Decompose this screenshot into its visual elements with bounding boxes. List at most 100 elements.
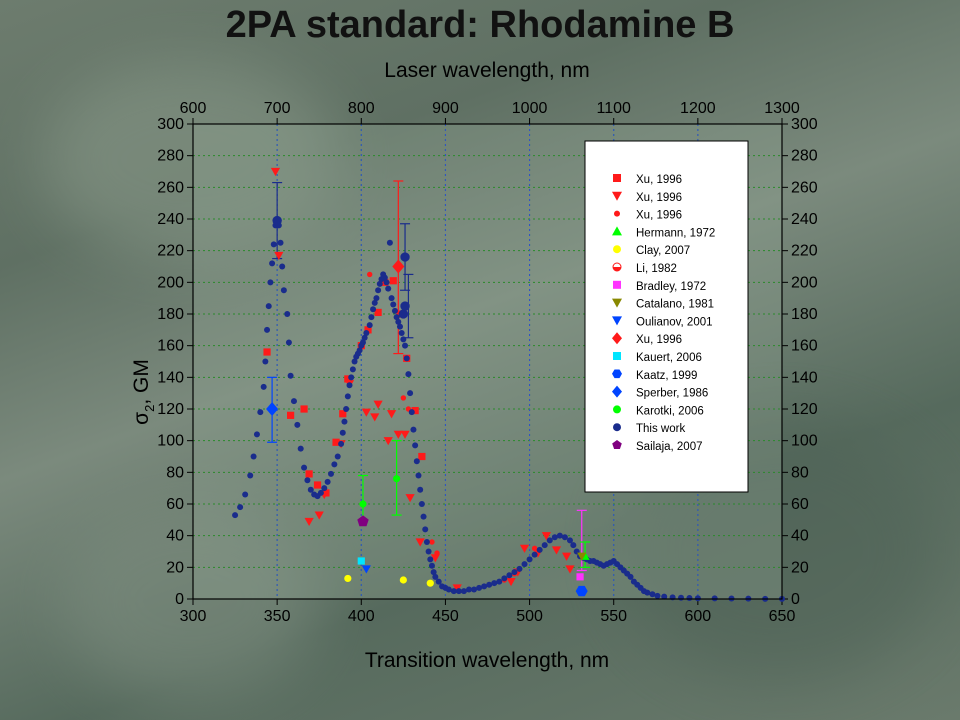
y-tick-label-right: 0 — [791, 591, 800, 608]
legend-marker — [612, 332, 622, 345]
data-point — [304, 517, 314, 527]
y-tick-label-right: 40 — [791, 528, 809, 545]
data-point — [386, 239, 393, 246]
y-tick-label-right: 160 — [791, 338, 818, 355]
data-point — [332, 438, 340, 446]
data-point — [398, 330, 405, 336]
data-point — [694, 595, 701, 602]
data-point — [344, 574, 352, 583]
data-point — [327, 470, 334, 477]
data-point — [344, 393, 351, 400]
legend-label: Xu, 1996 — [636, 174, 682, 186]
y-tick-label-right: 180 — [791, 306, 818, 323]
data-point — [260, 383, 267, 390]
data-point — [420, 513, 427, 520]
x-tick-label: 350 — [264, 608, 291, 625]
data-point — [376, 280, 383, 287]
data-point — [366, 322, 373, 329]
legend-label: Karotki, 2006 — [636, 405, 704, 417]
legend-label: Sperber, 1986 — [636, 388, 708, 400]
data-point — [339, 429, 346, 436]
legend-marker — [613, 352, 621, 360]
y-tick-label: 280 — [157, 148, 184, 165]
x2-tick-label: 1000 — [512, 100, 548, 117]
y-axis-label: σ2, GM — [130, 359, 157, 425]
data-point — [576, 573, 584, 581]
y-tick-label: 80 — [166, 464, 184, 481]
data-point — [452, 584, 462, 593]
data-point — [561, 534, 568, 541]
data-point — [417, 486, 424, 493]
x-tick-label: 400 — [348, 608, 375, 625]
legend-label: Catalano, 1981 — [636, 299, 714, 311]
data-point — [364, 326, 372, 334]
data-point — [435, 578, 442, 585]
legend-marker — [613, 405, 621, 414]
data-point — [285, 339, 292, 346]
data-point — [357, 515, 369, 527]
data-point — [305, 470, 313, 478]
data-point — [272, 215, 282, 226]
data-point — [359, 500, 367, 508]
data-point — [460, 588, 467, 595]
y-tick-label: 220 — [157, 243, 184, 260]
data-point — [531, 545, 538, 552]
data-point — [426, 579, 434, 587]
data-point — [343, 406, 350, 412]
data-point — [496, 578, 503, 585]
y-tick-label-right: 200 — [791, 274, 818, 291]
data-point — [257, 409, 264, 416]
data-point — [339, 410, 347, 418]
data-point — [270, 241, 277, 248]
legend-label: This work — [636, 423, 685, 435]
data-point — [536, 546, 543, 553]
legend-label: Kauert, 2006 — [636, 352, 702, 364]
data-point — [521, 561, 528, 568]
data-point — [304, 477, 311, 484]
data-point — [501, 575, 508, 582]
data-point — [402, 342, 409, 349]
data-point — [551, 534, 558, 541]
x-tick-label: 300 — [180, 608, 207, 625]
y-tick-label: 180 — [157, 306, 184, 323]
data-point — [399, 576, 407, 584]
legend-label: Xu, 1996 — [636, 334, 682, 346]
x-tick-label: 650 — [769, 608, 796, 625]
data-point — [390, 301, 397, 308]
data-point — [506, 577, 516, 587]
data-point — [393, 430, 403, 439]
data-point — [334, 453, 341, 460]
legend-label: Li, 1982 — [636, 263, 677, 275]
data-point — [427, 556, 434, 563]
data-point — [627, 573, 634, 580]
data-point — [575, 585, 588, 597]
data-point — [403, 355, 410, 362]
y-tick-label-right: 60 — [791, 496, 809, 513]
x2-tick-label: 1300 — [764, 100, 800, 117]
y-tick-label-right: 140 — [791, 369, 818, 386]
data-point — [253, 431, 260, 438]
data-point — [392, 259, 405, 274]
y-tick-label: 240 — [157, 211, 184, 228]
data-point — [391, 307, 398, 314]
data-point — [566, 537, 573, 544]
data-point — [242, 491, 249, 498]
data-point — [351, 358, 358, 365]
data-point — [314, 511, 324, 520]
data-point — [265, 303, 272, 310]
data-point — [546, 537, 553, 544]
legend-marker — [613, 423, 621, 432]
data-point — [678, 594, 685, 601]
legend-marker — [612, 298, 622, 308]
plot-frame — [192, 123, 783, 600]
x-tick-label: 450 — [432, 608, 459, 625]
data-point — [486, 581, 493, 588]
data-point — [570, 542, 577, 549]
data-point — [317, 489, 324, 496]
data-point — [338, 440, 345, 447]
data-point — [398, 309, 409, 319]
data-point — [270, 167, 281, 177]
y-tick-label: 60 — [166, 496, 184, 513]
